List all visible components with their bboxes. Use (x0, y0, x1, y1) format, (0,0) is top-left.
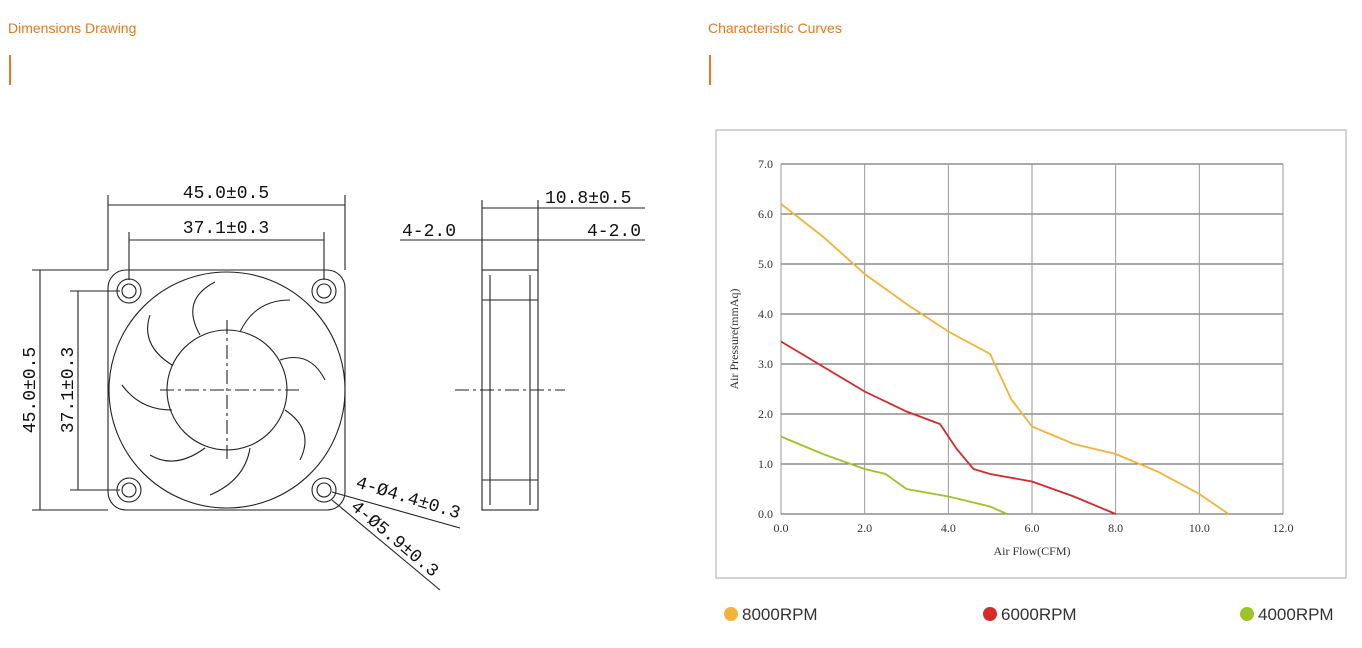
legend-label: 6000RPM (1001, 605, 1077, 624)
fan-ring (108, 271, 346, 509)
dimension-drawing: 45.0±0.5 37.1±0.3 4-2.0 10.8±0.5 4-2.0 4… (21, 184, 645, 591)
dimension-label: 45.0±0.5 (21, 347, 41, 433)
x-tick-label: 0.0 (774, 521, 789, 535)
x-tick-label: 10.0 (1189, 521, 1210, 535)
chart: Air Flow(CFM) Air Pressure(mmAq) 0.0 1.0 2… (715, 129, 1347, 579)
y-tick-label: 5.0 (758, 257, 773, 271)
legend-swatch (724, 607, 738, 621)
dimension-label: 10.8±0.5 (545, 189, 631, 209)
y-tick-label: 4.0 (758, 307, 773, 321)
mount-holes (116, 278, 337, 503)
curve (780, 203, 1230, 515)
y-tick-label: 1.0 (758, 457, 773, 471)
x-axis-label: Air Flow(CFM) (993, 544, 1070, 558)
accent-bar (709, 55, 711, 85)
curve (780, 340, 1117, 515)
y-tick-label: 0.0 (758, 507, 773, 521)
y-tick-label: 3.0 (758, 357, 773, 371)
y-tick-label: 7.0 (758, 157, 773, 171)
dimension-label: 45.0±0.5 (183, 184, 269, 204)
x-tick-label: 2.0 (857, 521, 872, 535)
fan-blades (121, 281, 326, 496)
y-tick-label: 2.0 (758, 407, 773, 421)
x-tick-label: 12.0 (1273, 521, 1294, 535)
dimension-label: 37.1±0.3 (183, 219, 269, 239)
dimension-label: 4-2.0 (587, 222, 641, 242)
legend-label: 4000RPM (1258, 605, 1334, 624)
x-tick-label: 4.0 (941, 521, 956, 535)
section-title: Dimensions Drawing (8, 20, 136, 36)
dimension-label: 37.1±0.3 (59, 347, 79, 433)
legend-swatch (983, 607, 997, 621)
chart-frame (715, 129, 1347, 579)
x-tick-label: 6.0 (1025, 521, 1040, 535)
x-tick-label: 8.0 (1108, 521, 1123, 535)
curve (780, 435, 1008, 515)
legend-swatch (1240, 607, 1254, 621)
legend-label: 8000RPM (742, 605, 818, 624)
dimension-label: 4-2.0 (402, 222, 456, 242)
accent-bar (9, 55, 11, 85)
y-tick-label: 6.0 (758, 207, 773, 221)
section-title: Characteristic Curves (708, 20, 842, 36)
y-axis-label: Air Pressure(mmAq) (727, 289, 741, 390)
